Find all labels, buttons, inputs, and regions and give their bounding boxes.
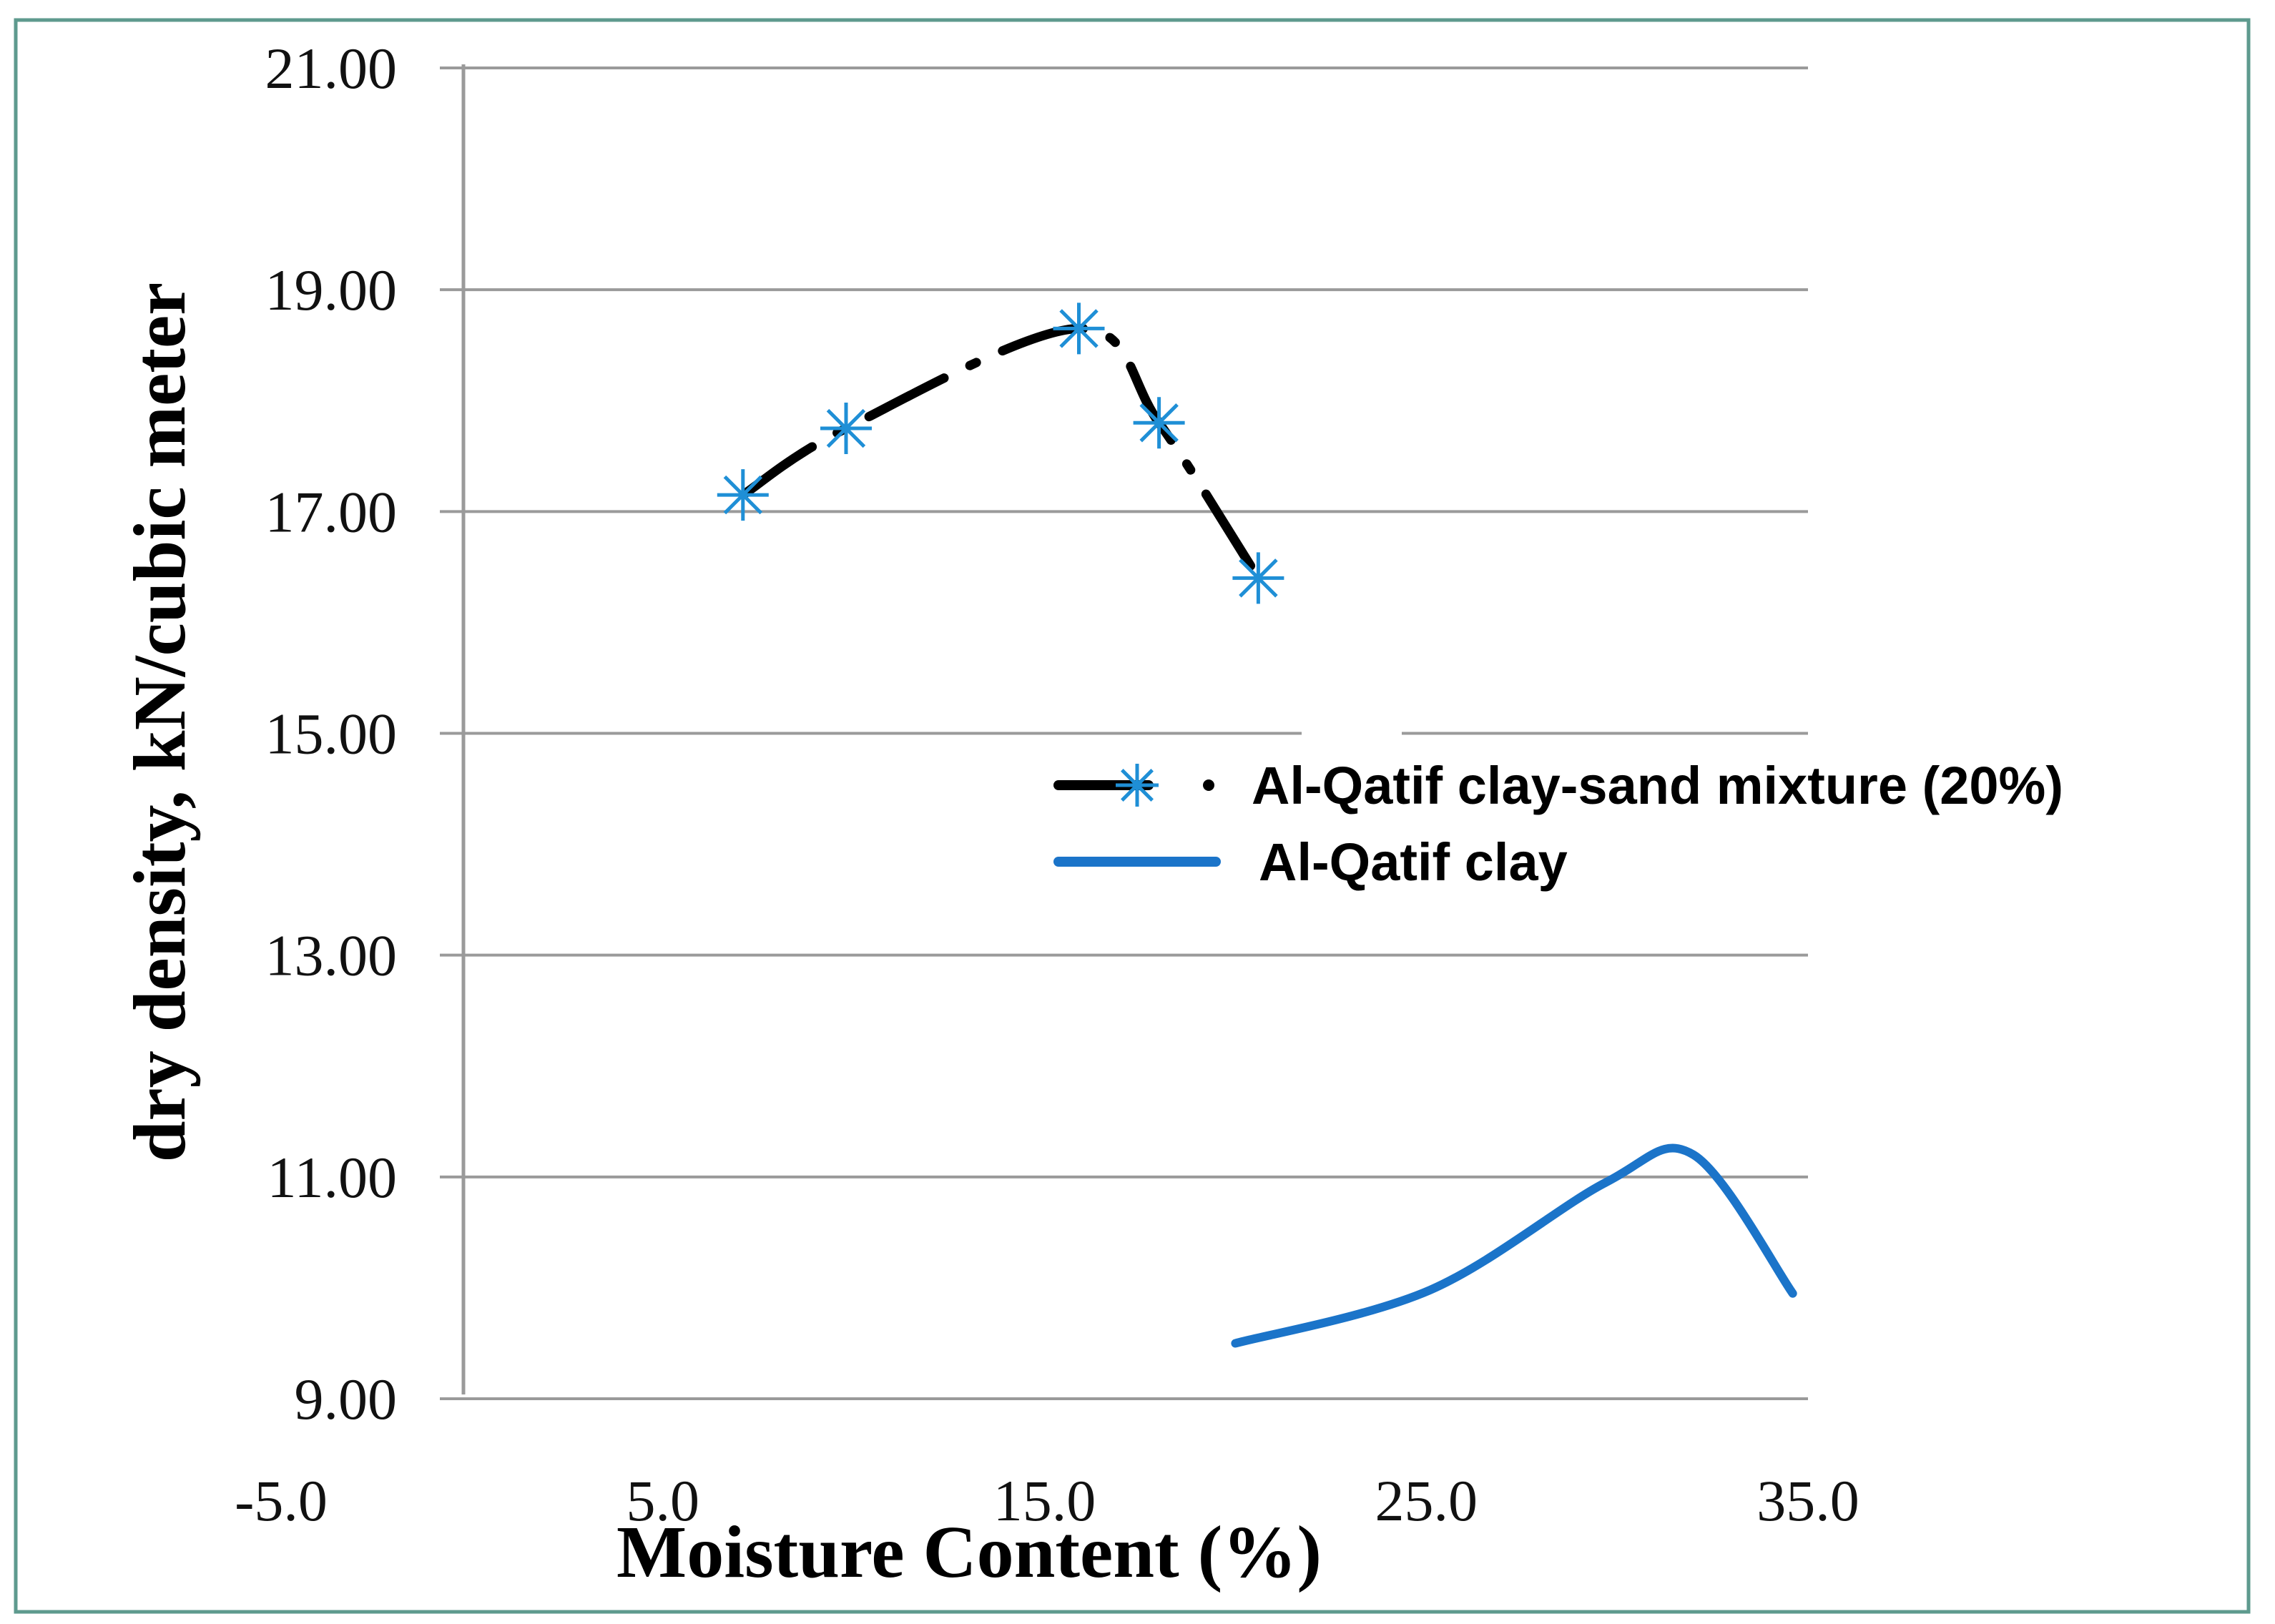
series-line-1: [1231, 1143, 1797, 1348]
x-tick-label: 25.0: [1375, 1468, 1478, 1533]
y-tick-label: 19.00: [265, 257, 398, 323]
data-point-marker: [1232, 552, 1284, 604]
legend-gap: [1302, 729, 1402, 772]
y-tick-label: 9.00: [295, 1367, 398, 1432]
y-axis-title: dry density, kN/cubic meter: [119, 282, 201, 1163]
data-point-marker: [1133, 397, 1185, 449]
series-layer: [717, 302, 1797, 1348]
x-tick-label: -5.0: [235, 1468, 328, 1533]
y-tick-label: 17.00: [265, 479, 398, 544]
legend-marker: [1116, 764, 1159, 807]
x-tick-label: 35.0: [1756, 1468, 1859, 1533]
x-axis-title: Moisture Content (%): [616, 1511, 1322, 1593]
legend-swatch-dot: [1203, 779, 1214, 791]
legend-label: Al-Qatif clay: [1259, 832, 1568, 892]
y-tick-label: 11.00: [267, 1145, 397, 1210]
y-tick-label: 15.00: [265, 702, 398, 767]
y-tick-label: 13.00: [265, 923, 398, 988]
data-point-marker: [717, 469, 769, 521]
chart-frame: [14, 18, 2251, 1614]
x-tick-label: 5.0: [627, 1468, 700, 1533]
y-tick-label: 21.00: [265, 36, 398, 101]
legend-label: Al-Qatif clay-sand mixture (20%): [1252, 756, 2063, 815]
gridlines: [440, 67, 1808, 1400]
tick-labels: 9.00 11.00 13.00 15.00 17.00 19.00 21.00 -5.0 5.…: [235, 36, 1859, 1533]
x-tick-label: 15.0: [993, 1468, 1096, 1533]
legend: Al-Qatif clay-sand mixture (20%) Al-Qatif…: [1053, 729, 2063, 892]
data-point-marker: [1053, 302, 1105, 355]
data-point-marker: [820, 403, 872, 454]
